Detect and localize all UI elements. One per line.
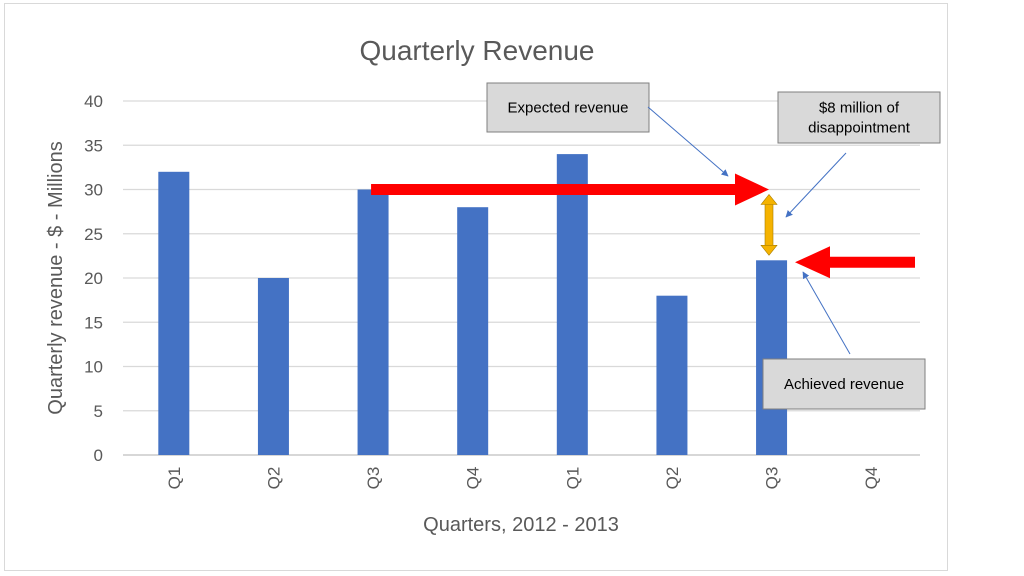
y-tick-label: 10 [84,358,103,377]
gap-callout-box [777,91,941,144]
achieved-callout-text: Achieved revenue [784,376,904,393]
gap-arrow-bottom [760,245,778,256]
bars [158,154,788,456]
gap-arrow-top [760,194,778,205]
x-tick-label: Q3 [364,467,383,490]
expected-leader [647,106,729,177]
x-tick-label: Q2 [663,467,682,490]
chart-title: Quarterly Revenue [359,35,594,66]
gap-arrow-body [764,203,774,247]
gap-callout-text: $8 million of [819,100,900,117]
y-tick-label: 35 [84,136,103,155]
x-tick-label: Q2 [264,467,283,490]
bar [457,207,489,455]
x-tick-label: Q4 [862,467,881,490]
expected-callout-box [486,82,650,133]
y-axis-ticks: 0 5 10 15 20 25 30 35 40 [84,92,103,465]
bar [357,189,389,455]
bar [556,154,588,455]
bar [656,295,688,455]
x-tick-label: Q1 [563,467,582,490]
gap-callout-text: disappointment [808,120,911,137]
expected-arrow-head [735,173,769,206]
y-tick-label: 40 [84,92,103,111]
bar [756,260,788,455]
achieved-callout-box [762,358,926,410]
x-tick-label: Q1 [165,467,184,490]
y-tick-label: 25 [84,225,103,244]
annotations: Expected revenue $8 million of disappointm… [371,82,941,410]
x-axis-ticks: Q1 Q2 Q3 Q4 Q1 Q2 Q3 Q4 [165,467,881,490]
y-tick-label: 15 [84,313,103,332]
achieved-arrow-head [795,246,830,279]
y-tick-label: 5 [94,402,103,421]
x-axis-title: Quarters, 2012 - 2013 [423,514,619,536]
y-axis-title: Quarterly revenue - $ - Millions [45,141,67,414]
x-tick-label: Q3 [763,467,782,490]
expected-callout-text: Expected revenue [508,100,629,117]
x-tick-label: Q4 [464,467,483,490]
achieved-leader [802,271,851,355]
bar [257,278,289,455]
y-tick-label: 30 [84,181,103,200]
bar [158,171,190,456]
y-tick-label: 0 [94,446,103,465]
gap-leader [785,152,847,218]
y-tick-label: 20 [84,269,103,288]
